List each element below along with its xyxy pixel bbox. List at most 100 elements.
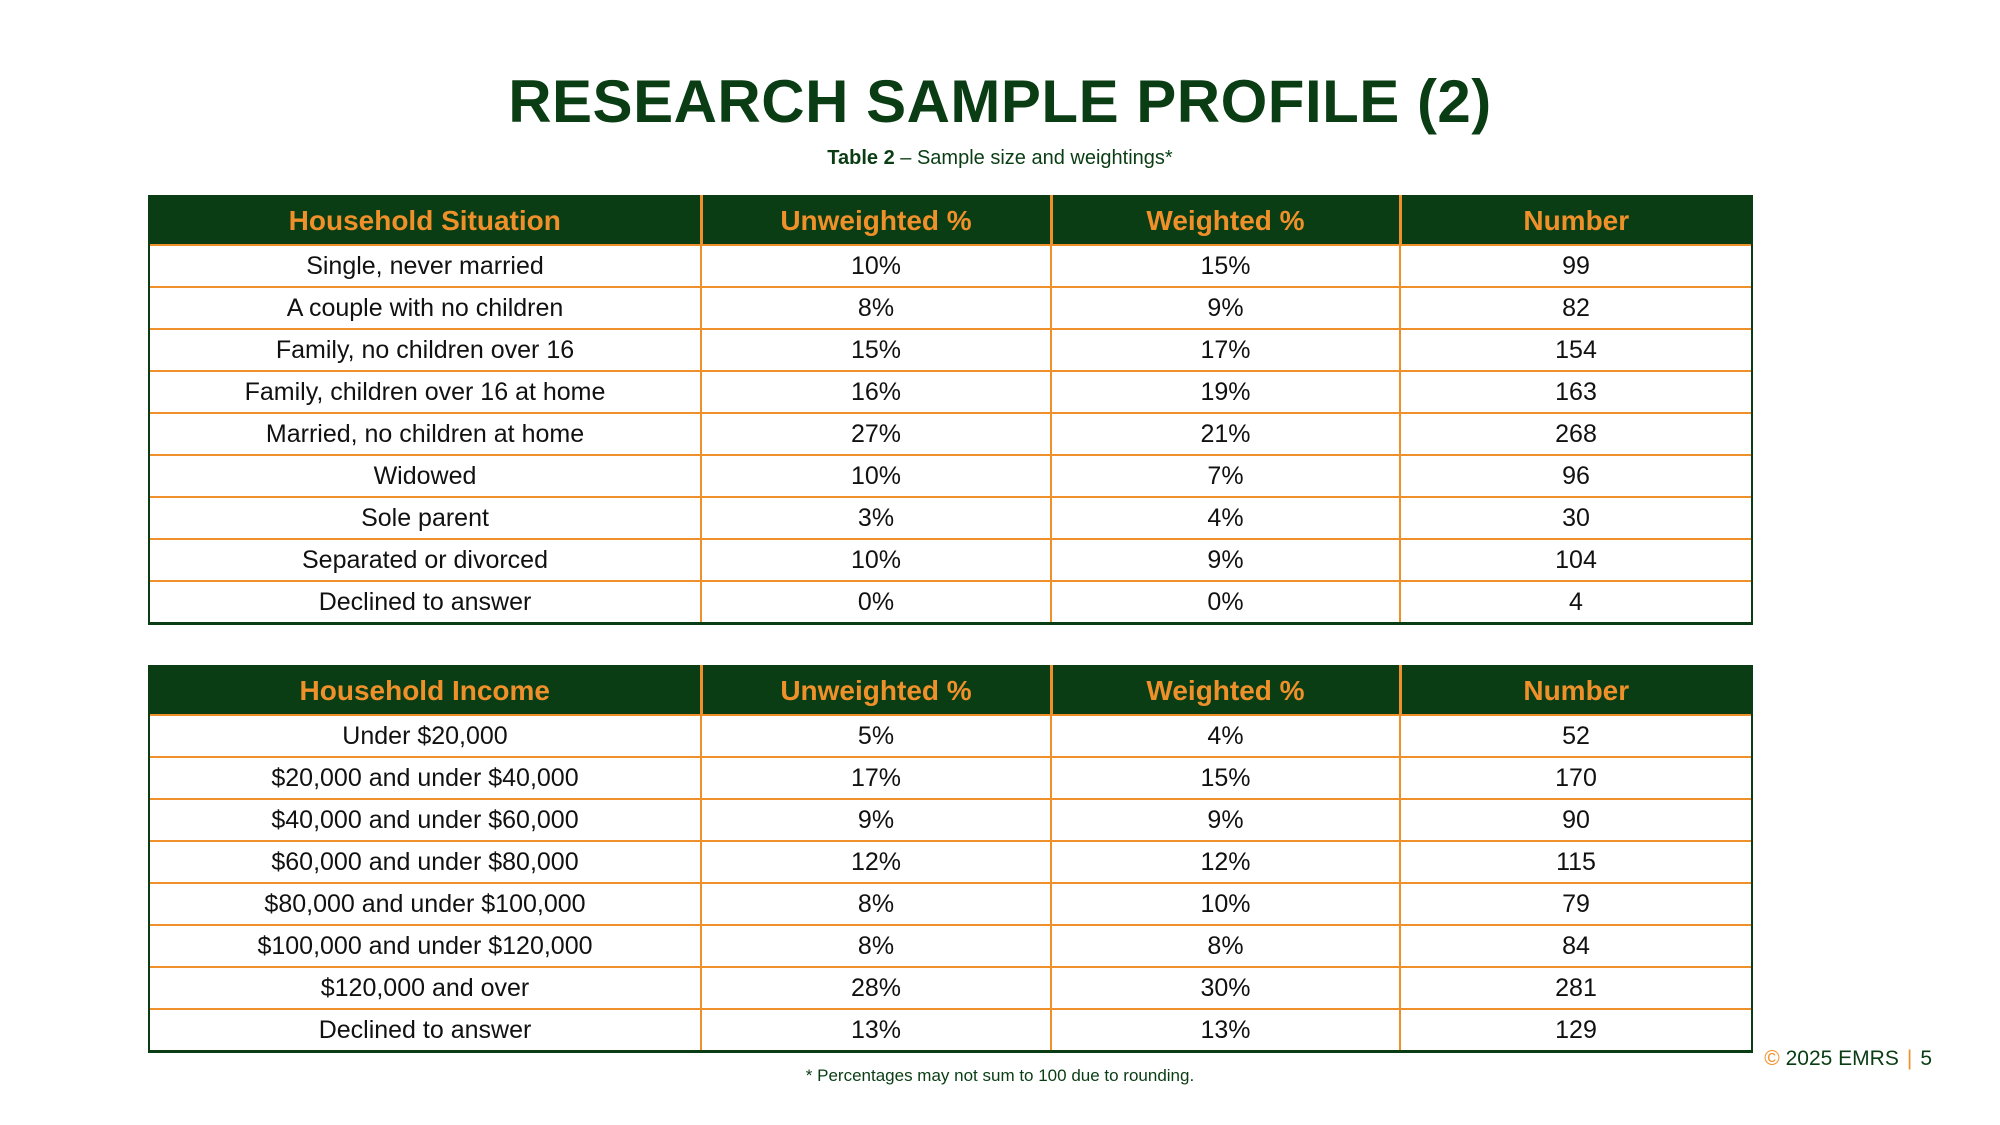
value-cell: 7%: [1050, 454, 1400, 497]
value-cell: 115: [1399, 840, 1753, 883]
column-header: Number: [1398, 196, 1752, 245]
value-cell: 163: [1399, 370, 1753, 413]
row-label-cell: Separated or divorced: [148, 538, 701, 581]
value-cell: 15%: [700, 328, 1051, 371]
value-cell: 19%: [1050, 370, 1400, 413]
value-cell: 82: [1399, 286, 1753, 329]
row-label-cell: $40,000 and under $60,000: [148, 798, 701, 841]
value-cell: 90: [1399, 798, 1753, 841]
footer: © 2025 EMRS | 5: [1764, 1047, 1932, 1071]
value-cell: 0%: [1050, 580, 1400, 625]
table-row: $40,000 and under $60,000 9% 9% 90: [148, 798, 1753, 841]
value-cell: 13%: [700, 1008, 1051, 1053]
value-cell: 4%: [1050, 496, 1400, 539]
row-label-cell: Sole parent: [148, 496, 701, 539]
value-cell: 52: [1399, 714, 1753, 757]
value-cell: 12%: [700, 840, 1051, 883]
column-header: Household Income: [149, 666, 701, 715]
column-header: Unweighted %: [699, 196, 1051, 245]
page-title: RESEARCH SAMPLE PROFILE (2): [508, 68, 1492, 135]
row-label-cell: $20,000 and under $40,000: [148, 756, 701, 799]
page-number: 5: [1920, 1047, 1932, 1070]
value-cell: 10%: [700, 454, 1051, 497]
table-row: $60,000 and under $80,000 12% 12% 115: [148, 840, 1753, 883]
column-header: Household Situation: [149, 196, 701, 245]
value-cell: 99: [1399, 244, 1753, 287]
footer-separator: |: [1906, 1047, 1913, 1070]
row-label-cell: A couple with no children: [148, 286, 701, 329]
column-header: Weighted %: [1049, 666, 1400, 715]
row-label-cell: Family, no children over 16: [148, 328, 701, 371]
table-header-row: Household Situation Unweighted % Weighted …: [149, 196, 1752, 245]
value-cell: 96: [1399, 454, 1753, 497]
value-cell: 170: [1399, 756, 1753, 799]
table-row: Declined to answer 13% 13% 129: [148, 1008, 1753, 1053]
value-cell: 28%: [700, 966, 1051, 1009]
value-cell: 5%: [700, 714, 1051, 757]
household-situation-table: Household Situation Unweighted % Weighted …: [148, 195, 1753, 625]
row-label-cell: $100,000 and under $120,000: [148, 924, 701, 967]
value-cell: 79: [1399, 882, 1753, 925]
value-cell: 4%: [1050, 714, 1400, 757]
value-cell: 4: [1399, 580, 1753, 625]
row-label-cell: $120,000 and over: [148, 966, 701, 1009]
table-row: Family, children over 16 at home 16% 19% 16…: [148, 370, 1753, 413]
row-label-cell: Family, children over 16 at home: [148, 370, 701, 413]
value-cell: 30%: [1050, 966, 1400, 1009]
row-label-cell: $60,000 and under $80,000: [148, 840, 701, 883]
column-header: Number: [1398, 666, 1752, 715]
value-cell: 129: [1399, 1008, 1753, 1053]
value-cell: 8%: [700, 286, 1051, 329]
row-label-cell: Declined to answer: [148, 580, 701, 625]
value-cell: 16%: [700, 370, 1051, 413]
row-label-cell: Declined to answer: [148, 1008, 701, 1053]
value-cell: 3%: [700, 496, 1051, 539]
value-cell: 8%: [1050, 924, 1400, 967]
copyright-icon: ©: [1764, 1047, 1780, 1070]
column-header: Weighted %: [1049, 196, 1400, 245]
table-row: Under $20,000 5% 4% 52: [148, 714, 1753, 757]
value-cell: 9%: [1050, 286, 1400, 329]
value-cell: 15%: [1050, 756, 1400, 799]
value-cell: 12%: [1050, 840, 1400, 883]
footnote: * Percentages may not sum to 100 due to …: [805, 1066, 1195, 1085]
value-cell: 17%: [700, 756, 1051, 799]
value-cell: 154: [1399, 328, 1753, 371]
value-cell: 8%: [700, 924, 1051, 967]
value-cell: 281: [1399, 966, 1753, 1009]
row-label-cell: Married, no children at home: [148, 412, 701, 455]
value-cell: 10%: [1050, 882, 1400, 925]
table-row: Family, no children over 16 15% 17% 154: [148, 328, 1753, 371]
table-header-row: Household Income Unweighted % Weighted % Nu…: [149, 666, 1752, 715]
row-label-cell: Under $20,000: [148, 714, 701, 757]
table-row: $120,000 and over 28% 30% 281: [148, 966, 1753, 1009]
household-income-table: Household Income Unweighted % Weighted % Nu…: [148, 665, 1753, 1053]
footer-brand: 2025 EMRS: [1779, 1047, 1899, 1070]
table-caption-label: Table 2: [827, 147, 895, 169]
table-row: $20,000 and under $40,000 17% 15% 170: [148, 756, 1753, 799]
value-cell: 9%: [1050, 538, 1400, 581]
value-cell: 30: [1399, 496, 1753, 539]
table-row: $100,000 and under $120,000 8% 8% 84: [148, 924, 1753, 967]
column-header: Unweighted %: [699, 666, 1051, 715]
value-cell: 15%: [1050, 244, 1400, 287]
value-cell: 13%: [1050, 1008, 1400, 1053]
table-row: Separated or divorced 10% 9% 104: [148, 538, 1753, 581]
value-cell: 0%: [700, 580, 1051, 625]
table-row: Widowed 10% 7% 96: [148, 454, 1753, 497]
value-cell: 84: [1399, 924, 1753, 967]
row-label-cell: $80,000 and under $100,000: [148, 882, 701, 925]
table-row: Single, never married 10% 15% 99: [148, 244, 1753, 287]
table-caption-text: – Sample size and weightings*: [894, 147, 1173, 169]
table-caption: Table 2 – Sample size and weightings*: [0, 146, 2000, 170]
table-row: Married, no children at home 27% 21% 268: [148, 412, 1753, 455]
value-cell: 104: [1399, 538, 1753, 581]
value-cell: 27%: [700, 412, 1051, 455]
value-cell: 10%: [700, 538, 1051, 581]
row-label-cell: Single, never married: [148, 244, 701, 287]
table-row: Declined to answer 0% 0% 4: [148, 580, 1753, 625]
value-cell: 8%: [700, 882, 1051, 925]
table-row: $80,000 and under $100,000 8% 10% 79: [148, 882, 1753, 925]
table-row: A couple with no children 8% 9% 82: [148, 286, 1753, 329]
value-cell: 268: [1399, 412, 1753, 455]
